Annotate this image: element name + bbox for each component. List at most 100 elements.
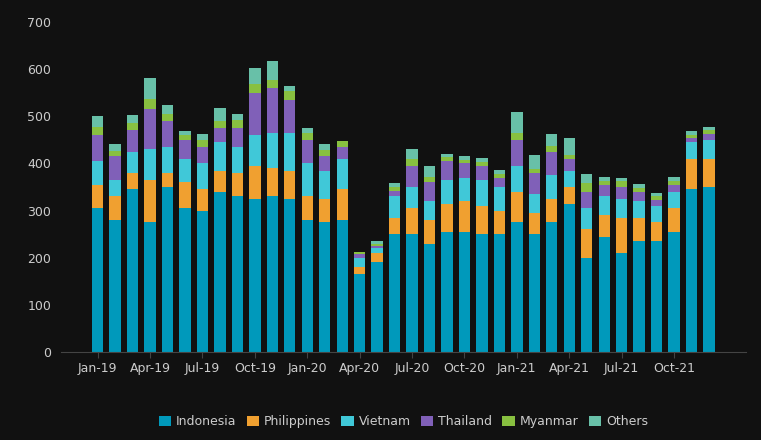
Bar — [406, 159, 418, 166]
Bar — [546, 134, 558, 146]
Bar — [92, 116, 103, 127]
Bar — [249, 93, 260, 135]
Bar — [266, 196, 278, 352]
Bar — [651, 196, 662, 200]
Bar — [284, 91, 295, 100]
Bar — [633, 218, 645, 241]
Bar — [529, 169, 540, 173]
Bar — [389, 196, 400, 218]
Bar — [371, 241, 383, 244]
Bar — [581, 208, 592, 229]
Bar — [145, 222, 156, 352]
Bar — [651, 241, 662, 352]
Bar — [529, 234, 540, 352]
Bar — [354, 254, 365, 258]
Bar — [686, 135, 697, 139]
Bar — [511, 133, 523, 140]
Bar — [581, 258, 592, 352]
Bar — [564, 155, 575, 159]
Bar — [703, 134, 715, 140]
Bar — [354, 267, 365, 274]
Bar — [215, 121, 225, 128]
Bar — [529, 194, 540, 213]
Bar — [92, 185, 103, 208]
Bar — [180, 140, 191, 159]
Bar — [459, 163, 470, 178]
Bar — [476, 162, 488, 166]
Bar — [180, 135, 191, 140]
Bar — [336, 147, 348, 159]
Bar — [529, 173, 540, 194]
Bar — [127, 189, 139, 352]
Bar — [564, 203, 575, 352]
Bar — [668, 177, 680, 181]
Bar — [371, 246, 383, 248]
Bar — [389, 234, 400, 352]
Bar — [162, 147, 174, 173]
Bar — [232, 147, 243, 173]
Bar — [668, 208, 680, 232]
Bar — [406, 234, 418, 352]
Bar — [301, 140, 313, 163]
Bar — [145, 77, 156, 99]
Bar — [215, 142, 225, 171]
Bar — [110, 156, 121, 180]
Bar — [441, 154, 453, 157]
Bar — [494, 174, 505, 178]
Bar — [336, 189, 348, 220]
Bar — [162, 106, 174, 114]
Bar — [581, 183, 592, 192]
Bar — [249, 68, 260, 84]
Bar — [180, 159, 191, 182]
Bar — [476, 166, 488, 180]
Bar — [389, 218, 400, 234]
Bar — [686, 189, 697, 352]
Bar — [616, 181, 627, 187]
Bar — [441, 232, 453, 352]
Bar — [546, 152, 558, 175]
Bar — [215, 108, 225, 121]
Bar — [511, 140, 523, 166]
Bar — [406, 187, 418, 208]
Bar — [598, 177, 610, 181]
Bar — [354, 274, 365, 352]
Bar — [668, 181, 680, 185]
Bar — [266, 61, 278, 80]
Bar — [336, 141, 348, 147]
Bar — [651, 222, 662, 241]
Bar — [197, 134, 209, 140]
Bar — [371, 253, 383, 262]
Bar — [546, 175, 558, 199]
Bar — [406, 208, 418, 234]
Bar — [180, 182, 191, 208]
Bar — [494, 211, 505, 234]
Bar — [215, 170, 225, 192]
Bar — [476, 158, 488, 162]
Bar — [319, 150, 330, 156]
Bar — [162, 121, 174, 147]
Bar — [249, 84, 260, 93]
Bar — [232, 173, 243, 196]
Bar — [651, 200, 662, 206]
Bar — [371, 244, 383, 246]
Bar — [389, 183, 400, 187]
Bar — [162, 187, 174, 352]
Bar — [197, 147, 209, 163]
Bar — [301, 133, 313, 140]
Bar — [703, 187, 715, 352]
Bar — [441, 203, 453, 232]
Bar — [703, 130, 715, 134]
Bar — [476, 206, 488, 234]
Bar — [476, 234, 488, 352]
Bar — [266, 80, 278, 88]
Bar — [127, 152, 139, 173]
Bar — [633, 184, 645, 188]
Bar — [232, 196, 243, 352]
Bar — [616, 178, 627, 181]
Bar — [232, 128, 243, 147]
Bar — [581, 192, 592, 208]
Bar — [145, 99, 156, 109]
Bar — [110, 143, 121, 150]
Bar — [127, 115, 139, 123]
Bar — [162, 114, 174, 121]
